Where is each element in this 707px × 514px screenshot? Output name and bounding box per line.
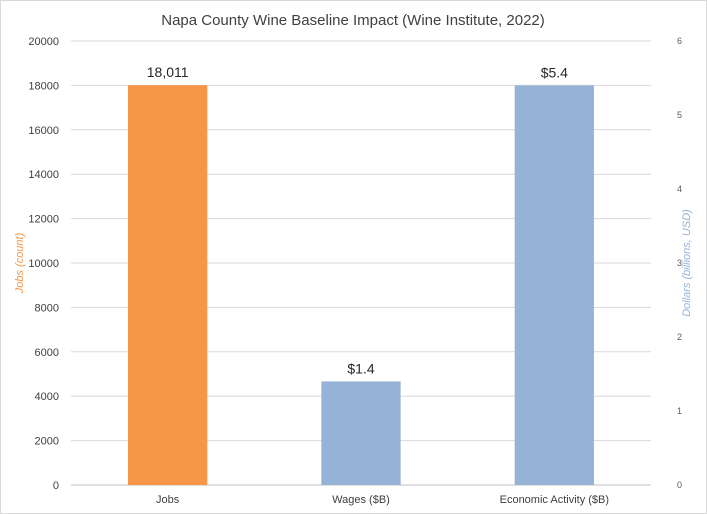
left-tick-label: 12000: [28, 214, 59, 226]
left-tick-label: 6000: [35, 347, 59, 359]
right-tick-label: 6: [677, 36, 682, 46]
right-axis-title: Dollars (billions, USD): [681, 209, 693, 317]
right-tick-label: 1: [677, 406, 682, 416]
right-tick-label: 5: [677, 110, 682, 120]
data-label: 18,011: [147, 64, 189, 80]
category-label: Wages ($B): [332, 494, 390, 506]
left-y-axis: 0 2000 4000 6000 8000 10000 12000 14000 16000 180…: [28, 36, 59, 492]
bar-jobs: [128, 85, 208, 486]
right-tick-label: 2: [677, 332, 682, 342]
category-label: Jobs: [156, 494, 180, 506]
left-tick-label: 8000: [35, 302, 59, 314]
left-tick-label: 2000: [35, 436, 59, 448]
left-tick-label: 20000: [28, 36, 59, 48]
bar-wages-b: [321, 381, 401, 485]
x-axis: Jobs Wages ($B) Economic Activity ($B): [156, 494, 609, 506]
right-y-axis: 0 1 2 3 4 5 6: [677, 36, 682, 490]
chart-title: Napa County Wine Baseline Impact (Wine I…: [161, 12, 545, 29]
data-label: $5.4: [541, 64, 568, 80]
left-tick-label: 4000: [35, 391, 59, 403]
right-tick-label: 4: [677, 184, 682, 194]
left-tick-label: 14000: [28, 169, 59, 181]
category-label: Economic Activity ($B): [500, 494, 609, 506]
left-axis-title: Jobs (count): [14, 232, 26, 294]
left-tick-label: 10000: [28, 258, 59, 270]
data-label: $1.4: [347, 360, 374, 376]
right-tick-label: 3: [677, 258, 682, 268]
bar-economic-activity-b: [514, 85, 594, 486]
left-tick-label: 0: [53, 480, 59, 492]
data-labels: 18,011 $1.4 $5.4: [147, 64, 568, 376]
left-tick-label: 16000: [28, 125, 59, 137]
right-tick-label: 0: [677, 480, 682, 490]
left-tick-label: 18000: [28, 80, 59, 92]
bars: [128, 85, 594, 486]
